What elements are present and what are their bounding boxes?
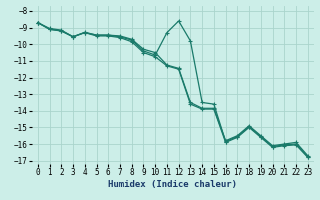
X-axis label: Humidex (Indice chaleur): Humidex (Indice chaleur)	[108, 180, 237, 189]
